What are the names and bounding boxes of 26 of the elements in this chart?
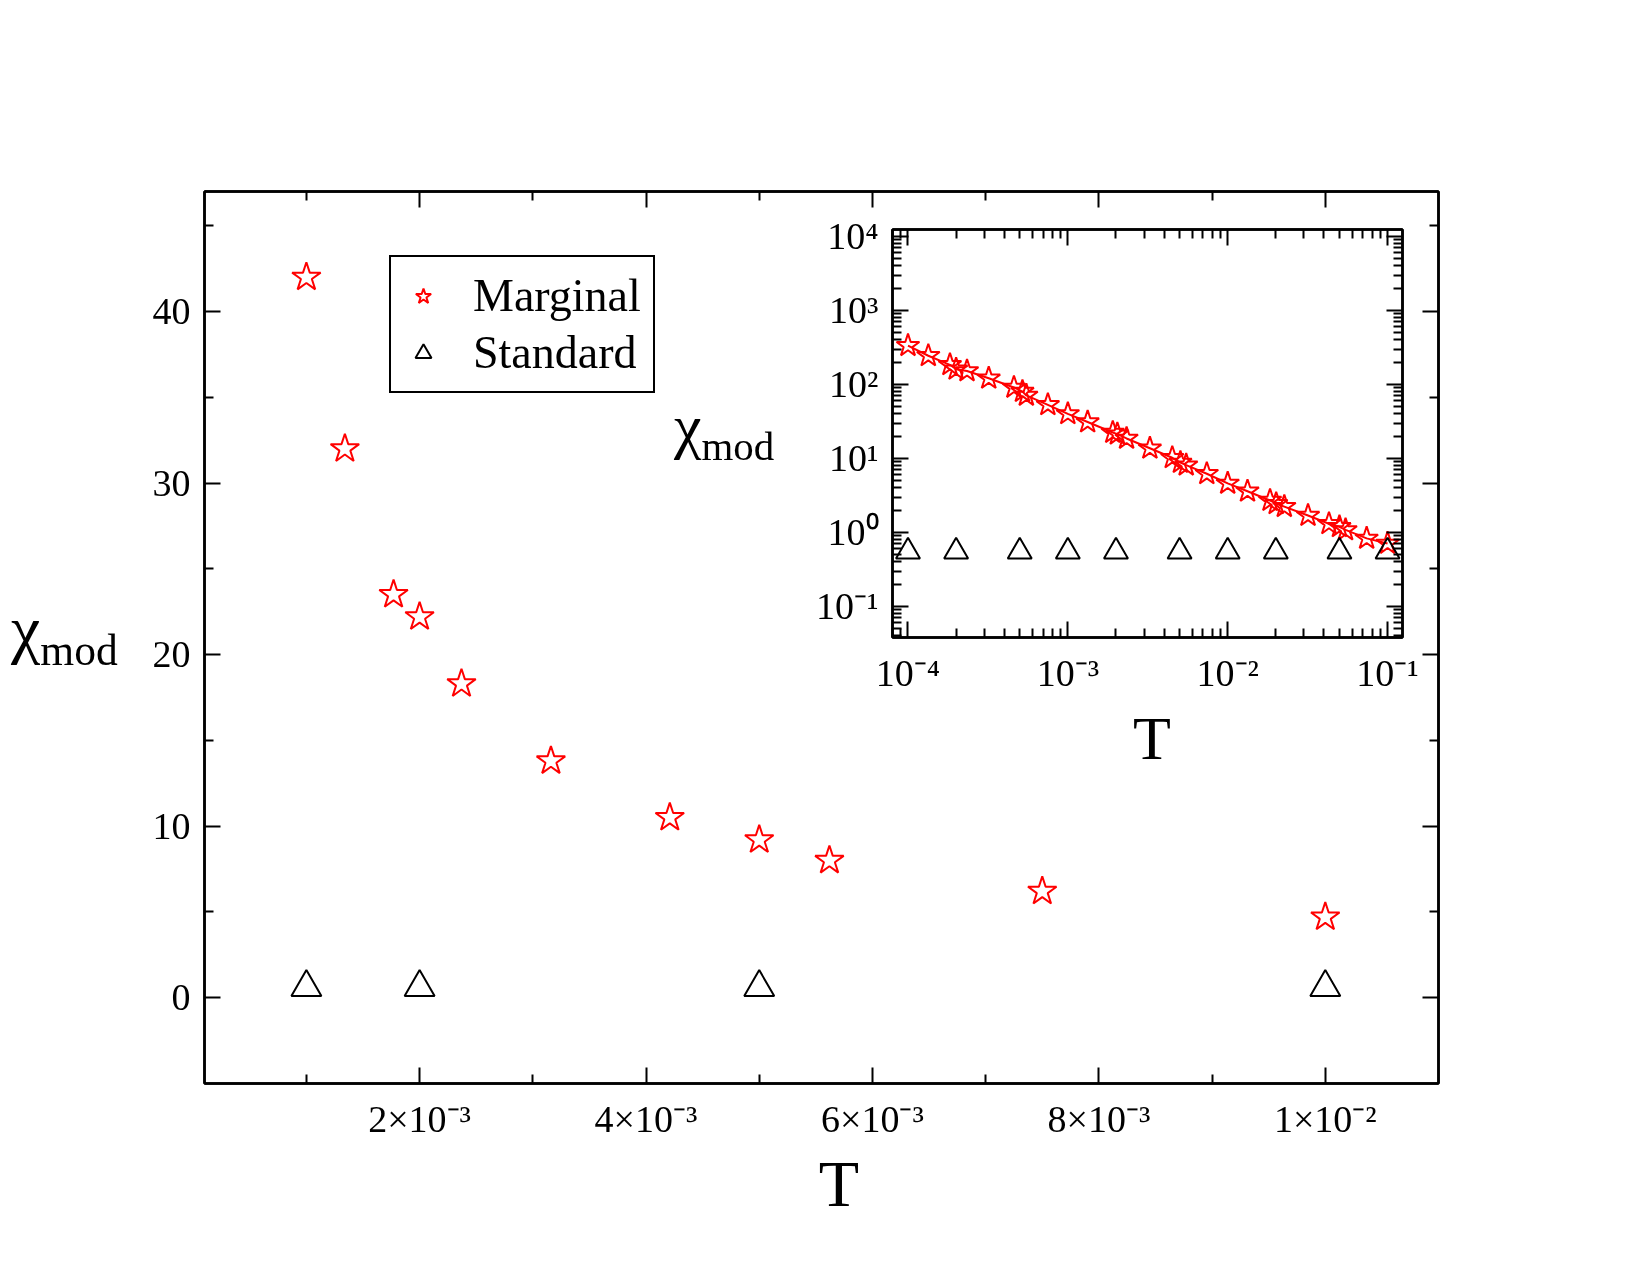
x-tick-label: 1×10⁻² (1273, 1097, 1377, 1140)
y-tick-label: 10¹ (829, 437, 879, 480)
y-axis-title: χ$_{mod}$ (11, 591, 118, 675)
legend-label: Standard (473, 326, 637, 379)
legend-label: Marginal (473, 269, 641, 322)
x-axis-title: T (818, 1147, 860, 1221)
y-tick-label: 30 (152, 461, 191, 504)
x-tick-label: 10⁻⁴ (875, 651, 941, 694)
x-tick-label: 2×10⁻³ (368, 1097, 472, 1140)
x-tick-label: 6×10⁻³ (821, 1097, 924, 1140)
y-tick-label: 10⁰ (827, 511, 879, 554)
y-tick-label: 20 (152, 633, 191, 676)
y-tick-label: 0 (171, 976, 191, 1019)
x-axis-title: T (1133, 704, 1171, 773)
y-tick-label: 10² (829, 363, 879, 406)
x-tick-label: 10⁻¹ (1356, 651, 1419, 694)
y-tick-label: 10⁻¹ (816, 585, 879, 628)
x-tick-label: 10⁻³ (1036, 651, 1100, 694)
y-tick-label: 10³ (829, 289, 879, 332)
x-tick-label: 8×10⁻³ (1047, 1097, 1151, 1140)
x-tick-label: 4×10⁻³ (594, 1097, 698, 1140)
y-axis-title: χ$_{mod}$ (674, 391, 775, 469)
x-tick-label: 10⁻² (1196, 651, 1259, 694)
y-tick-label: 10⁴ (827, 215, 879, 258)
y-tick-label: 40 (152, 290, 191, 333)
y-tick-label: 10 (152, 804, 191, 847)
